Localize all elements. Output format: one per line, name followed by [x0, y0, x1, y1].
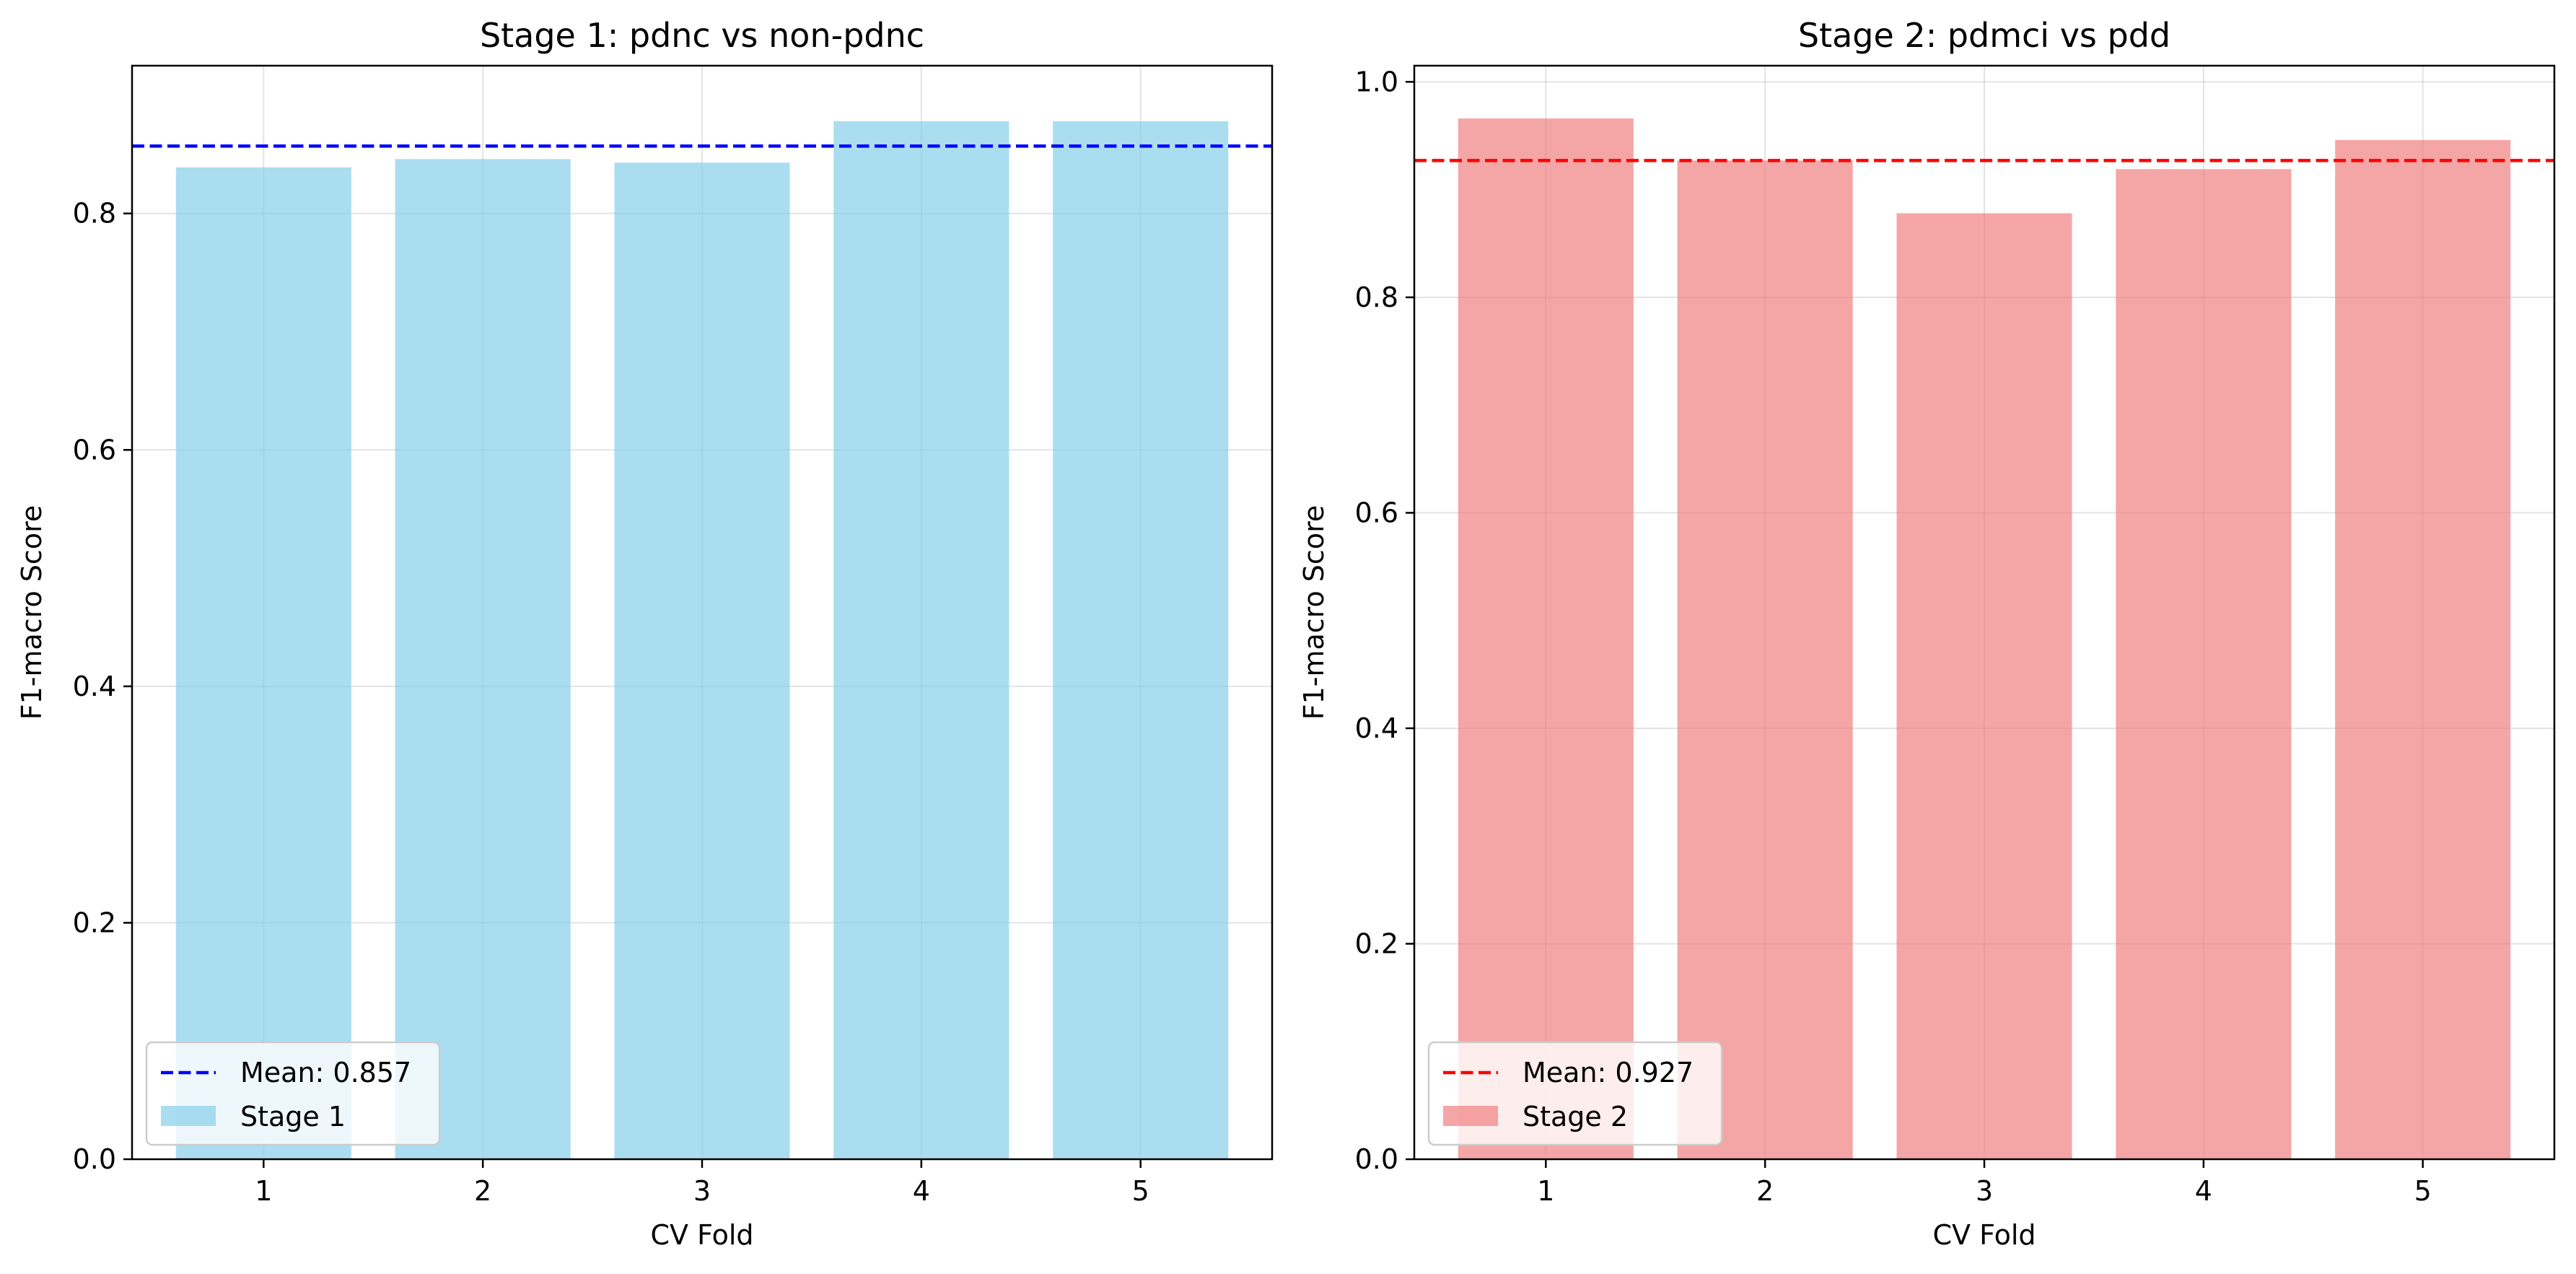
- chart-panel-stage-1: Stage 1: pdnc vs non-pdnc CV Fold F1-mac…: [16, 16, 1274, 1251]
- y-tick-label: 0.8: [73, 198, 116, 230]
- y-tick-label: 0.2: [1355, 928, 1398, 959]
- legend-box: [1427, 1041, 1723, 1146]
- bar-fold-4: [2116, 169, 2292, 1159]
- bar-fold-1: [1458, 118, 1634, 1159]
- y-axis-label: F1-macro Score: [1298, 505, 1330, 720]
- legend-bar-swatch: [161, 1106, 216, 1126]
- chart-panel-stage-2: Stage 2: pdmci vs pdd CV Fold F1-macro S…: [1298, 16, 2556, 1251]
- chart-title: Stage 2: pdmci vs pdd: [1798, 16, 2170, 55]
- legend: Mean: 0.857 Stage 1: [145, 1041, 441, 1146]
- y-tick-label: 0.6: [1355, 497, 1398, 528]
- y-tick-label: 0.8: [1355, 282, 1398, 313]
- y-tick-label: 0.4: [73, 671, 116, 702]
- legend-bar-swatch: [1443, 1106, 1498, 1126]
- x-tick-label: 3: [693, 1175, 711, 1207]
- bar-fold-2: [1677, 160, 1853, 1160]
- bar-fold-2: [395, 159, 571, 1160]
- x-axis-label: CV Fold: [1932, 1219, 2036, 1251]
- bar-fold-1: [175, 167, 351, 1160]
- y-tick-label: 0.0: [73, 1143, 116, 1175]
- y-tick-label: 0.2: [73, 907, 116, 938]
- y-tick-label: 0.6: [73, 434, 116, 466]
- bar-fold-3: [1896, 213, 2072, 1159]
- x-tick-label: 1: [1537, 1175, 1554, 1207]
- legend-box: [145, 1041, 441, 1146]
- x-tick-label: 2: [474, 1175, 491, 1207]
- bar-fold-3: [614, 162, 790, 1159]
- tick-group: 0.0 0.2 0.4 0.6 0.8 1.0 1 2 3 4 5: [1355, 66, 2432, 1207]
- x-tick-label: 4: [913, 1175, 930, 1207]
- legend: Mean: 0.927 Stage 2: [1427, 1041, 1723, 1146]
- x-axis-label: CV Fold: [650, 1219, 753, 1251]
- chart-title: Stage 1: pdnc vs non-pdnc: [480, 16, 924, 55]
- bar-series: [175, 121, 1229, 1160]
- bar-fold-5: [2335, 139, 2511, 1160]
- x-tick-label: 5: [2414, 1175, 2432, 1207]
- y-tick-label: 0.4: [1355, 712, 1398, 744]
- x-tick-label: 4: [2195, 1175, 2212, 1207]
- bar-fold-5: [1053, 121, 1229, 1159]
- legend-mean-label: Mean: 0.857: [240, 1057, 411, 1088]
- legend-series-label: Stage 1: [240, 1101, 346, 1133]
- legend-series-label: Stage 2: [1523, 1101, 1628, 1133]
- bar-series: [1458, 118, 2511, 1160]
- x-tick-label: 5: [1132, 1175, 1149, 1207]
- legend-mean-label: Mean: 0.927: [1523, 1057, 1694, 1088]
- tick-group: 0.0 0.2 0.4 0.6 0.8 1 2 3 4 5: [73, 198, 1149, 1207]
- x-tick-label: 1: [255, 1175, 272, 1207]
- bar-fold-4: [833, 121, 1009, 1159]
- y-tick-label: 1.0: [1355, 66, 1398, 97]
- x-tick-label: 2: [1756, 1175, 1774, 1207]
- y-axis-label: F1-macro Score: [16, 505, 48, 720]
- y-tick-label: 0.0: [1355, 1143, 1398, 1175]
- x-tick-label: 3: [1976, 1175, 1993, 1207]
